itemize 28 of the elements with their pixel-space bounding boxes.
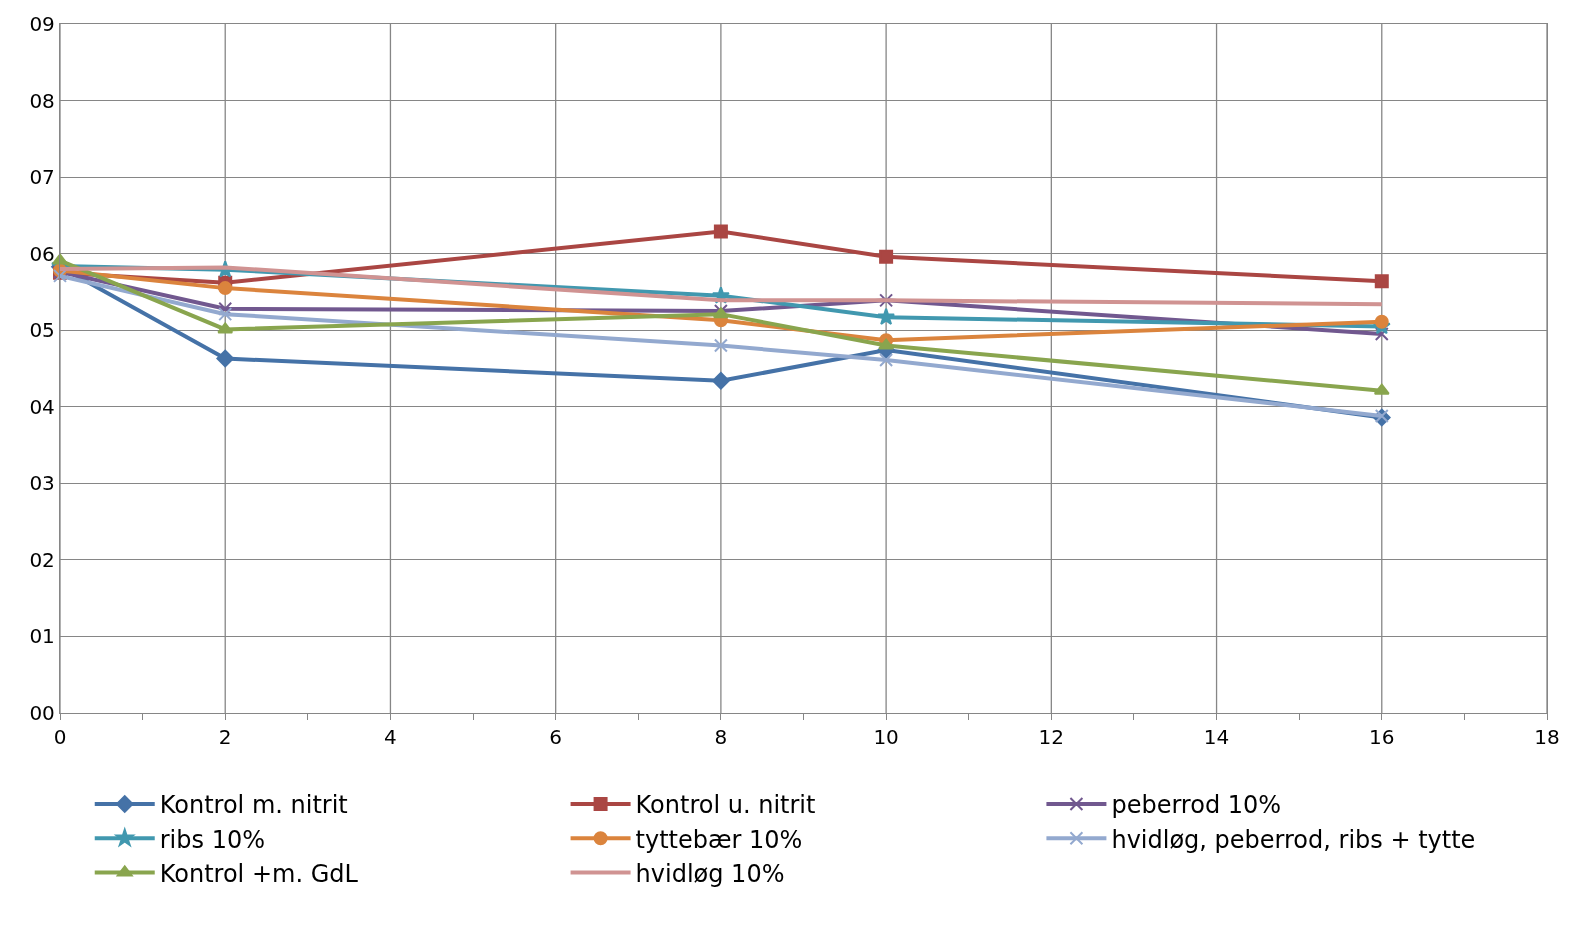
y-tick-label: 00: [29, 701, 55, 725]
y-tick-label: 07: [29, 165, 55, 190]
y-tick-label: 08: [29, 88, 55, 113]
legend-label: ribs 10%: [159, 825, 265, 854]
x-tick-label: 0: [53, 725, 67, 750]
legend-label: Kontrol u. nitrit: [635, 791, 816, 820]
y-tick-label: 03: [29, 471, 55, 496]
y-tick-label: 01: [29, 624, 55, 649]
x-tick-label: 16: [1369, 725, 1395, 750]
x-tick-label: 6: [549, 725, 563, 750]
legend-label: tyttebær 10%: [635, 825, 803, 854]
legend-label: hvidløg, peberrod, ribs + tytte: [1111, 825, 1476, 854]
x-tick-label: 8: [714, 725, 728, 750]
legend-label: Kontrol +m. GdL: [159, 859, 359, 888]
x-tick-label: 14: [1203, 725, 1230, 750]
y-tick-label: 05: [29, 318, 55, 343]
y-tick-label: 04: [29, 394, 55, 419]
x-tick-label: 18: [1534, 725, 1560, 750]
y-tick-label: 06: [29, 241, 55, 266]
legend-label: Kontrol m. nitrit: [159, 791, 348, 820]
x-tick-label: 4: [384, 725, 397, 750]
legend-label: hvidløg 10%: [635, 859, 785, 888]
y-tick-label: 09: [29, 12, 55, 36]
x-tick-label: 10: [873, 725, 899, 750]
y-tick-label: 02: [29, 547, 55, 572]
x-tick-label: 2: [218, 725, 232, 750]
x-tick-label: 12: [1038, 725, 1065, 750]
legend-label: peberrod 10%: [1111, 791, 1282, 820]
